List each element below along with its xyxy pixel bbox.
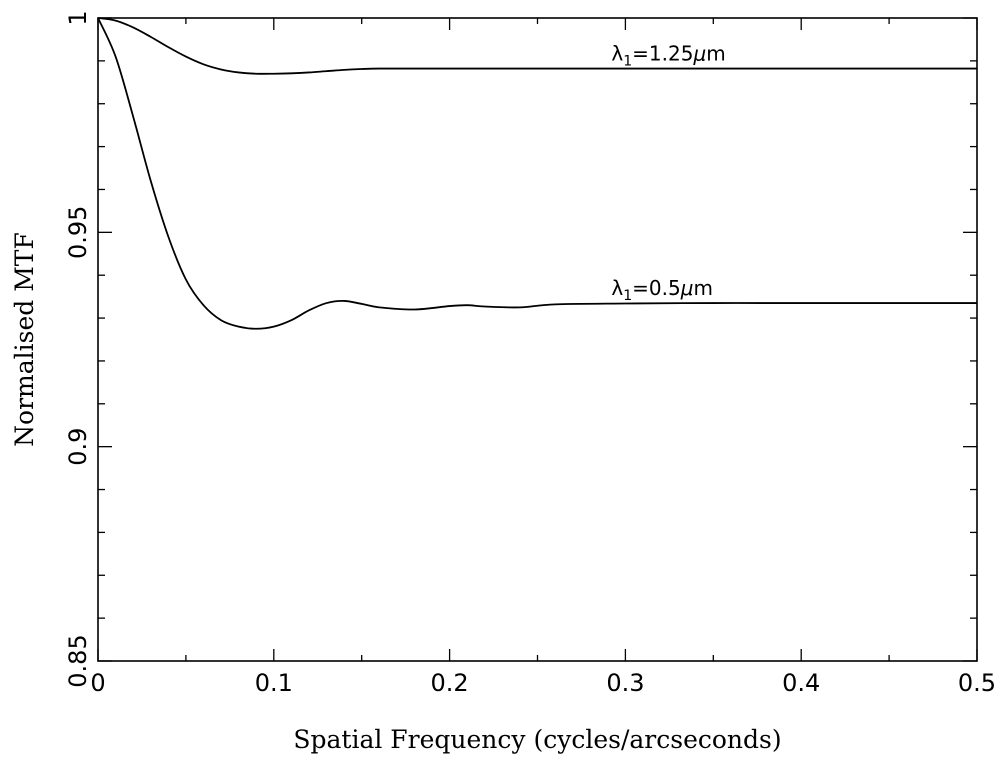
x-tick-label: 0.5 bbox=[958, 669, 996, 697]
x-tick-label: 0.4 bbox=[782, 669, 820, 697]
series-line-1 bbox=[97, 17, 977, 75]
y-axis-ticks: 0.85 0.9 0.95 1 bbox=[64, 10, 977, 688]
series-lines bbox=[97, 17, 977, 330]
x-tick-label: 0 bbox=[90, 669, 105, 697]
x-tick-label: 0.1 bbox=[255, 669, 293, 697]
series-line-2 bbox=[97, 17, 977, 330]
x-tick-label: 0.2 bbox=[431, 669, 469, 697]
series-annotation-2: λ1=0.5μm bbox=[611, 276, 713, 304]
y-tick-label: 0.9 bbox=[64, 428, 92, 466]
plot-frame bbox=[97, 17, 978, 662]
y-tick-label: 1 bbox=[64, 10, 92, 25]
y-tick-label: 0.85 bbox=[64, 634, 92, 687]
series-annotation-1: λ1=1.25μm bbox=[611, 42, 725, 70]
x-tick-label: 0.3 bbox=[606, 669, 644, 697]
y-axis-title: Normalised MTF bbox=[10, 232, 39, 447]
x-axis-title: Spatial Frequency (cycles/arcseconds) bbox=[293, 725, 781, 754]
y-tick-label: 0.95 bbox=[64, 206, 92, 259]
x-axis-ticks: 0 0.1 0.2 0.3 0.4 0.5 bbox=[90, 18, 996, 697]
series-annotations: λ1=1.25μm λ1=0.5μm bbox=[611, 42, 725, 304]
